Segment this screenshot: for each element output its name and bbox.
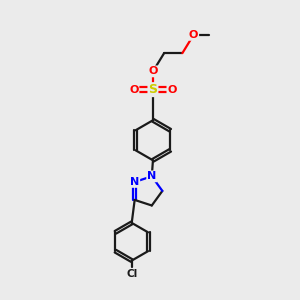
- Text: Cl: Cl: [126, 269, 137, 279]
- Text: N: N: [147, 171, 156, 182]
- Text: O: O: [167, 85, 177, 94]
- Text: S: S: [148, 83, 158, 96]
- Text: O: O: [148, 66, 158, 76]
- Text: N: N: [130, 177, 139, 187]
- Text: O: O: [189, 30, 198, 40]
- Text: O: O: [129, 85, 139, 94]
